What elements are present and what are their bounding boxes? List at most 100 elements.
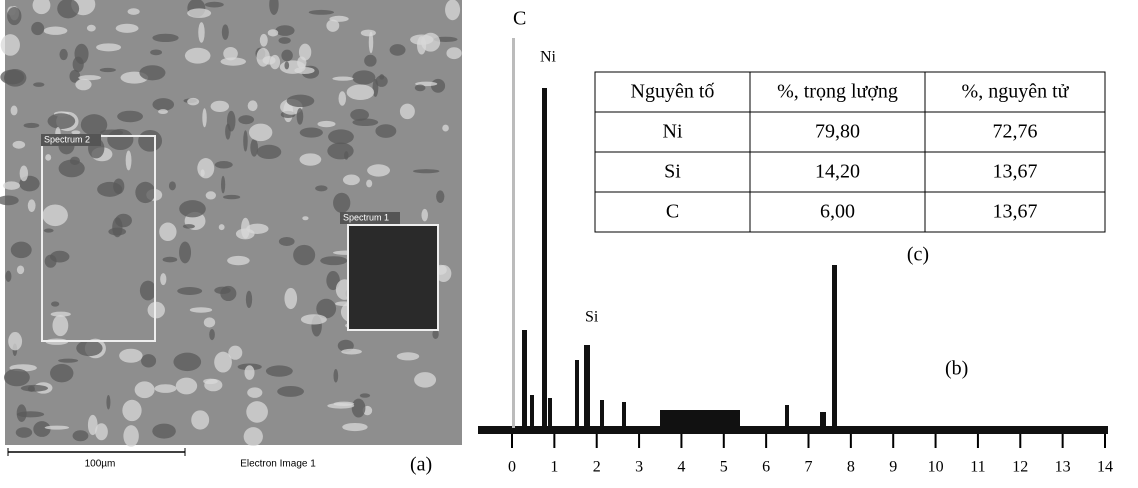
grain	[47, 113, 76, 130]
grain	[0, 195, 19, 206]
peak-label: C	[513, 8, 526, 30]
grain	[244, 365, 255, 380]
grain	[33, 82, 45, 87]
grain	[10, 241, 32, 259]
peak	[785, 405, 789, 430]
grain	[203, 317, 216, 328]
grain	[19, 165, 29, 182]
grain	[135, 181, 156, 204]
grain	[154, 384, 177, 393]
grain	[52, 314, 69, 337]
grain	[187, 97, 200, 106]
sem-image: Spectrum 2 Spectrum 1	[0, 0, 462, 447]
grain	[342, 174, 360, 186]
grain	[250, 138, 259, 157]
grain	[12, 140, 26, 149]
peak	[600, 400, 604, 430]
table-cell: Si	[664, 161, 681, 183]
grain	[160, 273, 167, 286]
peak	[530, 395, 534, 430]
grain	[269, 0, 279, 16]
axis-label: 6	[762, 459, 770, 476]
grain	[432, 329, 439, 340]
grain	[308, 9, 334, 15]
grain	[138, 129, 163, 152]
grain	[33, 421, 51, 437]
grain	[265, 365, 293, 377]
grain	[15, 427, 33, 438]
grain	[341, 348, 362, 355]
grain	[74, 43, 89, 65]
grain	[0, 34, 20, 56]
grain	[364, 54, 377, 67]
grain	[399, 103, 415, 120]
table-cell: Ni	[663, 121, 683, 143]
grain	[205, 191, 216, 200]
grain	[352, 70, 376, 85]
grain	[277, 386, 304, 397]
grain	[299, 153, 322, 166]
axis-label: 3	[635, 459, 643, 476]
axis-label: 4	[677, 459, 685, 476]
spectrum-axis: 0 1 2 3 4 5 6 7 8 9 10 11 12 13 14	[508, 434, 1113, 476]
grain	[284, 287, 298, 310]
grain	[221, 24, 229, 40]
grain	[333, 192, 351, 213]
grain	[446, 47, 462, 60]
grain	[32, 0, 51, 15]
composition-table: Nguyên tố %, trọng lượng %, nguyên tử Ni 79,…	[594, 71, 1106, 233]
peak	[820, 412, 826, 430]
grain	[175, 377, 198, 395]
peak	[522, 330, 527, 430]
peak	[584, 345, 590, 430]
grain	[367, 164, 391, 177]
grain	[150, 49, 163, 56]
grain	[43, 26, 68, 35]
spectrum-trace	[478, 38, 1108, 434]
grain	[275, 25, 295, 36]
grain	[112, 217, 123, 238]
grain	[396, 352, 420, 361]
grain	[436, 190, 445, 203]
grain	[359, 393, 371, 398]
grain	[58, 159, 85, 178]
grain	[262, 56, 276, 65]
grain	[223, 46, 238, 61]
peak-label: Si	[585, 309, 599, 326]
grain	[414, 372, 437, 388]
grain	[227, 255, 250, 266]
grain	[214, 351, 232, 373]
grain	[243, 130, 248, 152]
grain	[238, 115, 255, 125]
grain	[125, 150, 132, 171]
grain	[10, 105, 18, 116]
grain	[375, 75, 388, 87]
table-cell: 14,20	[815, 161, 860, 183]
grain	[179, 241, 192, 264]
grain	[245, 290, 253, 308]
grain	[435, 265, 452, 282]
axis-label: 1	[550, 459, 558, 476]
grain	[246, 223, 269, 234]
grain	[228, 345, 243, 360]
grain	[106, 395, 111, 410]
grain	[197, 158, 215, 179]
table-header: %, trọng lượng	[777, 81, 898, 103]
grain	[134, 381, 155, 399]
grain	[350, 109, 369, 121]
grain	[286, 94, 315, 108]
grain	[281, 49, 293, 62]
grain	[182, 224, 195, 229]
image-caption: Electron Image 1	[240, 459, 316, 470]
grain	[189, 307, 213, 313]
grain	[27, 199, 36, 213]
grain	[5, 270, 12, 282]
grain	[333, 401, 355, 407]
grain	[127, 8, 140, 15]
grain	[45, 154, 52, 161]
grain	[159, 222, 177, 242]
box-label-bg	[340, 212, 400, 224]
grain	[296, 108, 304, 125]
grain	[337, 339, 354, 352]
